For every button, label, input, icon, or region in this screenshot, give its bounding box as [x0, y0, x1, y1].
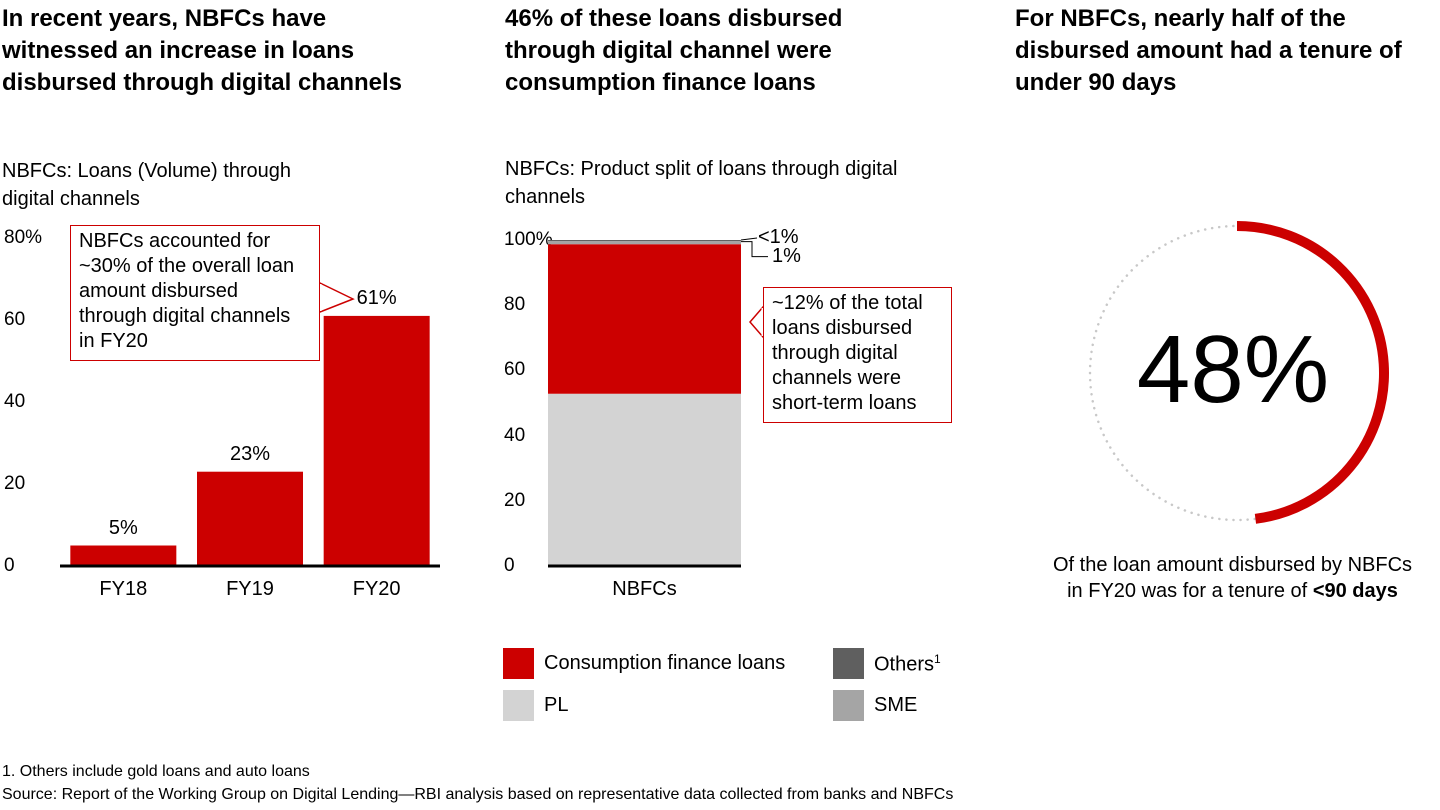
legend-swatch-consumption [503, 648, 534, 679]
source-note: Source: Report of the Working Group on D… [2, 786, 954, 803]
bar-value-label: 5% [108, 516, 138, 539]
legend-label-others: Others1 [874, 652, 941, 676]
y-tick-label: 20 [504, 489, 526, 511]
y-tick-label: 0 [4, 555, 15, 576]
left-heading: In recent years, NBFCs have witnessed an… [2, 5, 403, 96]
segment-others [548, 240, 741, 241]
middle-callout: ~12% of the total loans disbursed throug… [763, 287, 952, 423]
others-value-label: <1% [758, 226, 799, 248]
legend-swatch-sme [833, 690, 864, 721]
y-tick-label: 100% [504, 229, 553, 250]
y-tick-label: 80 [504, 294, 526, 316]
bar-value-label: 61% [356, 286, 397, 309]
segment-pl [548, 393, 741, 566]
left-callout: NBFCs accounted for ~30% of the overall … [70, 225, 320, 361]
x-category-label: FY18 [99, 578, 148, 600]
y-tick-label: 40 [504, 424, 526, 446]
bar-fy19 [197, 471, 303, 566]
sme-value-label: 1% [772, 244, 801, 267]
bar-fy18 [70, 545, 177, 566]
y-tick-label: 40 [4, 391, 26, 412]
middle-heading: 46% of these loans disbursed through dig… [505, 5, 843, 96]
left-chart-subtitle: NBFCs: Loans (Volume) through digital ch… [2, 160, 292, 210]
middle-chart-subtitle: NBFCs: Product split of loans through di… [505, 158, 898, 208]
right-heading: For NBFCs, nearly half of the disbursed … [1015, 5, 1402, 96]
y-tick-label: 60 [504, 359, 526, 381]
x-category-label: FY20 [352, 578, 401, 600]
gauge-caption: Of the loan amount disbursed by NBFCs in… [1052, 554, 1413, 602]
x-category-label: NBFCs [612, 578, 677, 600]
segment-consumption-finance-loans [548, 244, 741, 394]
footnote: 1. Others include gold loans and auto lo… [2, 763, 310, 780]
legend-label-pl: PL [544, 694, 569, 716]
legend-label-consumption: Consumption finance loans [544, 652, 786, 674]
leader-others [740, 237, 758, 241]
bar-value-label: 23% [229, 442, 271, 465]
legend-label-sme: SME [874, 694, 918, 716]
y-tick-label: 0 [504, 555, 515, 576]
y-tick-label: 80% [4, 227, 43, 248]
x-category-label: FY19 [226, 578, 274, 600]
legend-swatch-pl [503, 690, 534, 721]
y-tick-label: 60 [4, 309, 26, 330]
leader-sme [741, 241, 768, 258]
y-tick-label: 20 [4, 473, 26, 494]
legend-swatch-others [833, 648, 864, 679]
bar-fy20 [323, 315, 430, 566]
segment-sme [548, 240, 741, 245]
gauge-center-value: 48% [1136, 316, 1330, 423]
gauge-value-arc [1236, 221, 1389, 524]
